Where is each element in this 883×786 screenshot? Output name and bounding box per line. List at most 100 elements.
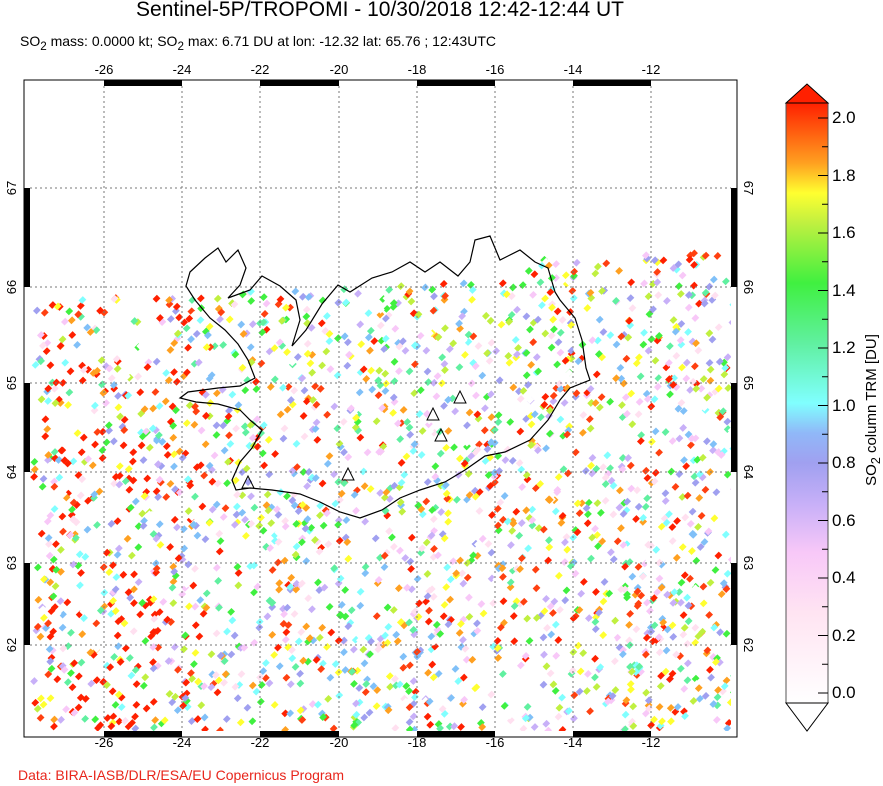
so2-pixel: [331, 660, 340, 668]
so2-pixel: [65, 307, 74, 316]
so2-pixel: [268, 566, 277, 574]
so2-pixel: [70, 708, 79, 717]
frame-bar: [24, 383, 30, 472]
so2-pixel: [570, 691, 579, 700]
so2-pixel: [114, 392, 122, 400]
so2-pixel: [515, 459, 524, 467]
so2-pixel: [84, 365, 92, 374]
so2-pixel: [356, 433, 365, 442]
so2-pixel: [724, 384, 731, 392]
so2-pixel: [394, 584, 403, 593]
so2-pixel: [311, 425, 320, 433]
so2-pixel: [74, 471, 83, 480]
so2-pixel: [562, 586, 571, 595]
so2-pixel: [629, 722, 638, 730]
so2-pixel: [170, 567, 179, 576]
so2-pixel: [72, 501, 81, 509]
so2-pixel: [462, 655, 471, 664]
so2-pixel: [36, 714, 45, 722]
so2-pixel: [165, 296, 174, 304]
so2-pixel: [571, 569, 580, 578]
so2-pixel: [286, 396, 295, 404]
so2-pixel: [469, 720, 478, 729]
so2-pixel: [682, 462, 691, 471]
so2-pixel: [604, 697, 612, 706]
so2-pixel: [255, 521, 264, 530]
so2-pixel: [714, 448, 723, 456]
so2-pixel: [530, 410, 539, 419]
so2-pixel: [676, 336, 685, 345]
so2-pixel: [434, 333, 443, 342]
so2-pixel: [343, 361, 352, 370]
so2-pixel: [719, 407, 727, 416]
so2-pixel: [669, 599, 678, 607]
so2-pixel: [391, 324, 400, 333]
so2-pixel: [305, 634, 314, 643]
so2-pixel: [550, 325, 558, 334]
so2-pixel: [44, 456, 52, 464]
so2-pixel: [560, 558, 569, 566]
so2-pixel: [422, 346, 431, 355]
so2-pixel: [581, 467, 590, 475]
so2-pixel: [583, 519, 592, 528]
so2-pixel: [49, 592, 58, 601]
so2-pixel: [494, 418, 503, 427]
so2-pixel: [151, 388, 160, 396]
so2-pixel: [473, 446, 482, 454]
so2-pixel: [172, 302, 181, 311]
so2-pixel: [259, 667, 268, 675]
so2-pixel: [32, 306, 41, 315]
colorbar-tick-label: 1.0: [832, 395, 856, 415]
so2-pixel: [266, 382, 275, 391]
so2-pixel: [464, 338, 473, 346]
so2-pixel: [609, 555, 618, 564]
so2-pixel: [178, 590, 187, 599]
so2-pixel: [556, 415, 565, 424]
so2-pixel: [519, 597, 528, 606]
so2-pixel: [619, 509, 628, 518]
so2-pixel: [673, 517, 681, 525]
so2-pixel: [610, 657, 619, 666]
so2-pixel: [53, 675, 62, 684]
so2-pixel: [458, 312, 467, 321]
so2-pixel: [170, 339, 179, 348]
so2-pixel: [114, 544, 123, 553]
so2-pixel: [682, 374, 691, 383]
so2-pixel: [205, 322, 214, 331]
so2-pixel: [90, 490, 99, 499]
so2-pixel: [366, 346, 374, 355]
so2-pixel: [76, 301, 85, 310]
so2-pixel: [90, 401, 99, 410]
so2-pixel: [53, 610, 62, 619]
lat-tick-label: 65: [4, 376, 19, 390]
frame-bar: [731, 383, 737, 472]
so2-pixel: [415, 410, 424, 418]
so2-pixel: [432, 392, 441, 401]
so2-pixel: [700, 299, 709, 308]
so2-pixel: [482, 311, 490, 320]
so2-pixel: [626, 662, 634, 671]
so2-pixel: [504, 352, 513, 360]
so2-pixel: [640, 328, 648, 337]
so2-pixel: [567, 321, 576, 330]
so2-pixel: [259, 421, 268, 430]
so2-pixel: [273, 505, 281, 514]
so2-pixel: [405, 423, 414, 432]
so2-pixel: [290, 501, 299, 510]
so2-pixel: [406, 557, 415, 566]
so2-pixel: [141, 637, 150, 645]
so2-pixel: [238, 508, 247, 517]
so2-pixel: [92, 676, 101, 685]
so2-pixel: [163, 615, 172, 624]
so2-pixel: [636, 437, 645, 446]
so2-pixel: [601, 496, 610, 505]
so2-pixel: [170, 450, 178, 459]
so2-pixel: [699, 599, 708, 608]
so2-pixel: [291, 550, 300, 559]
so2-pixel: [541, 294, 549, 303]
so2-pixel: [182, 697, 191, 705]
so2-pixel: [390, 481, 399, 490]
so2-pixel: [393, 637, 402, 646]
so2-pixel: [425, 606, 433, 615]
so2-pixel: [402, 682, 411, 690]
